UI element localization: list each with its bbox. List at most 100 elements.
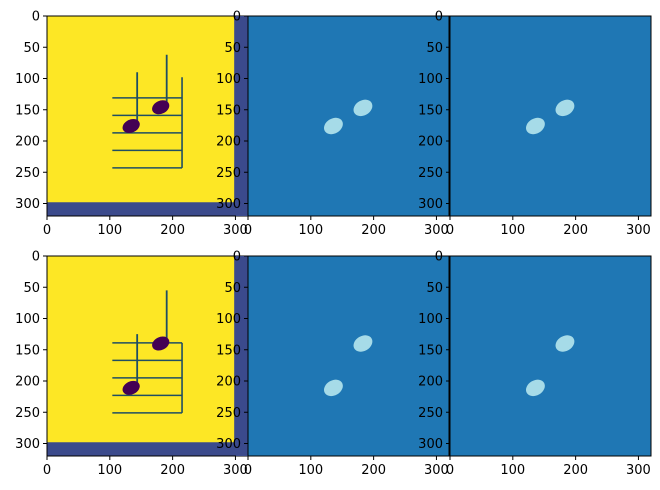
y-tick-label: 250	[418, 406, 443, 421]
y-tick-label: 0	[32, 10, 40, 25]
x-tick-label: 100	[500, 463, 525, 478]
y-tick-label: 300	[216, 437, 241, 452]
note-blob	[525, 117, 545, 135]
y-tick-label: 300	[15, 197, 40, 212]
image-yellow-area	[47, 256, 235, 443]
x-tick-label: 0	[446, 223, 454, 238]
note-blob	[323, 117, 343, 135]
note-blob	[555, 99, 575, 117]
x-tick-label: 300	[223, 223, 248, 238]
y-tick-label: 100	[418, 72, 443, 87]
y-tick-label: 150	[418, 343, 443, 358]
x-tick-label: 0	[244, 223, 252, 238]
y-tick-label: 0	[32, 250, 40, 265]
y-tick-label: 0	[435, 250, 443, 265]
panel-image	[47, 16, 248, 216]
y-tick-label: 150	[216, 343, 241, 358]
y-tick-label: 50	[23, 41, 40, 56]
note-blob	[555, 335, 575, 352]
y-tick-label: 300	[15, 437, 40, 452]
y-tick-label: 150	[15, 103, 40, 118]
y-tick-label: 300	[418, 197, 443, 212]
x-tick-label: 200	[361, 223, 386, 238]
x-tick-label: 300	[424, 463, 449, 478]
note-head	[122, 118, 140, 134]
y-tick-label: 0	[435, 10, 443, 25]
y-tick-label: 50	[224, 41, 241, 56]
image-background	[450, 256, 651, 456]
image-yellow-area	[47, 16, 235, 203]
x-tick-label: 100	[97, 463, 122, 478]
y-tick-label: 200	[418, 375, 443, 390]
image-background	[248, 256, 449, 456]
y-tick-label: 200	[216, 135, 241, 150]
y-tick-label: 250	[15, 406, 40, 421]
y-tick-label: 200	[15, 375, 40, 390]
panel-image	[248, 256, 449, 456]
x-tick-label: 200	[160, 223, 185, 238]
note-head	[152, 100, 170, 115]
x-tick-label: 200	[361, 463, 386, 478]
x-tick-label: 300	[626, 463, 651, 478]
y-tick-label: 150	[216, 103, 241, 118]
panel-image	[450, 16, 651, 216]
x-tick-label: 0	[43, 223, 51, 238]
x-tick-label: 100	[500, 223, 525, 238]
y-tick-label: 100	[15, 72, 40, 87]
axes-frame	[449, 255, 652, 457]
y-tick-label: 0	[233, 250, 241, 265]
y-tick-label: 250	[15, 166, 40, 181]
panel-image	[450, 256, 651, 456]
y-tick-label: 300	[216, 197, 241, 212]
x-tick-label: 300	[223, 463, 248, 478]
panel-image	[47, 256, 248, 456]
y-tick-label: 50	[426, 281, 443, 296]
note-head	[152, 336, 170, 351]
x-tick-label: 100	[298, 223, 323, 238]
x-tick-label: 300	[424, 223, 449, 238]
panel-image	[248, 16, 449, 216]
y-tick-label: 300	[418, 437, 443, 452]
image-left-strip	[236, 16, 248, 216]
y-tick-label: 50	[426, 41, 443, 56]
note-blob	[353, 335, 373, 352]
axes-frame	[247, 15, 450, 217]
x-tick-label: 0	[43, 463, 51, 478]
x-tick-label: 200	[563, 463, 588, 478]
note-blob	[525, 379, 545, 397]
note-blob	[323, 379, 343, 397]
y-tick-label: 250	[216, 166, 241, 181]
y-tick-label: 150	[15, 343, 40, 358]
x-tick-label: 0	[446, 463, 454, 478]
y-tick-label: 150	[418, 103, 443, 118]
x-tick-label: 100	[298, 463, 323, 478]
axes-frame	[449, 15, 652, 217]
y-tick-label: 100	[15, 312, 40, 327]
y-tick-label: 200	[418, 135, 443, 150]
image-background	[248, 16, 449, 216]
image-left-strip	[236, 256, 248, 456]
x-tick-label: 100	[97, 223, 122, 238]
x-tick-label: 300	[626, 223, 651, 238]
y-tick-label: 100	[418, 312, 443, 327]
y-tick-label: 200	[216, 375, 241, 390]
note-head	[122, 380, 140, 395]
axes-frame	[247, 255, 450, 457]
image-background	[450, 16, 651, 216]
y-tick-label: 250	[216, 406, 241, 421]
y-tick-label: 0	[233, 10, 241, 25]
y-tick-label: 50	[224, 281, 241, 296]
y-tick-label: 250	[418, 166, 443, 181]
x-tick-label: 0	[244, 463, 252, 478]
y-tick-label: 50	[23, 281, 40, 296]
y-tick-label: 200	[15, 135, 40, 150]
note-blob	[353, 99, 373, 117]
y-tick-label: 100	[216, 72, 241, 87]
